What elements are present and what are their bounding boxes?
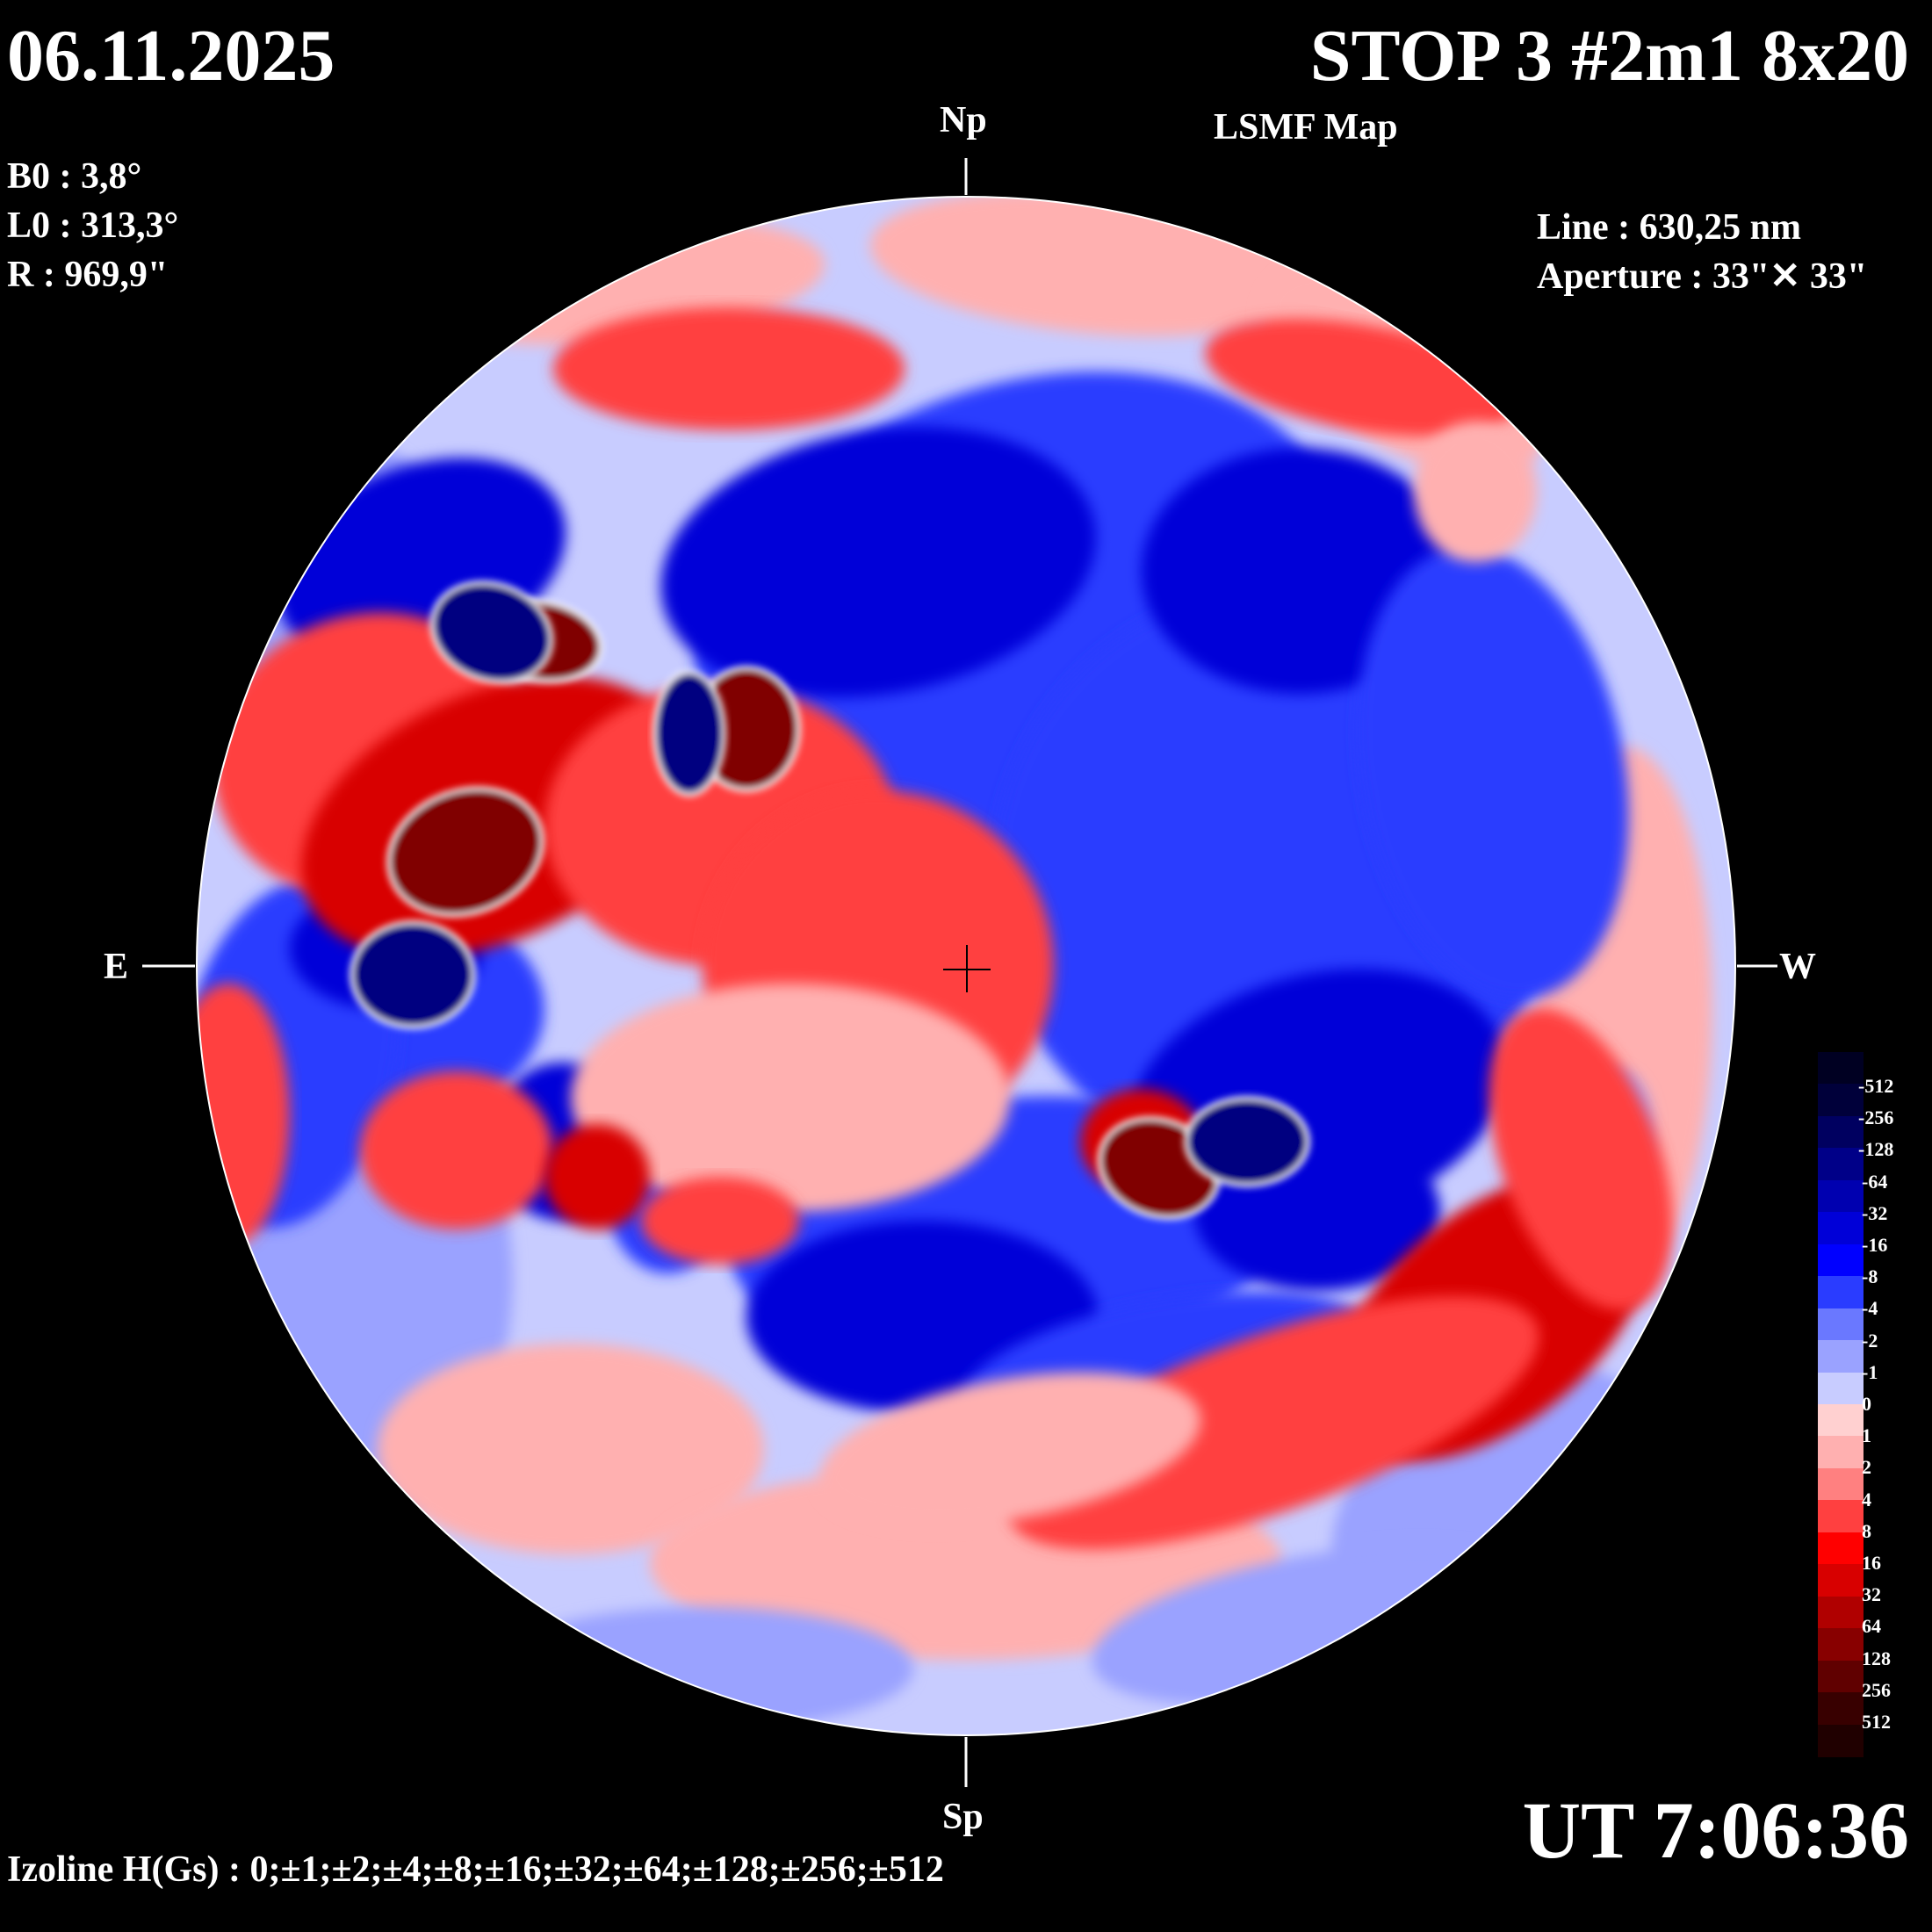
field-region: [350, 920, 476, 1029]
north-pole-label: Np: [940, 100, 987, 141]
field-region: [1007, 1295, 1539, 1550]
field-region: [386, 786, 544, 918]
color-scale-label: -128: [1858, 1138, 1894, 1161]
field-region: [571, 984, 1010, 1212]
color-scale-cell: [1818, 1628, 1864, 1662]
color-scale-label: -512: [1858, 1075, 1894, 1097]
field-region: [660, 427, 1096, 697]
east-label: E: [104, 947, 129, 987]
color-scale-label: -4: [1862, 1297, 1878, 1320]
color-scale-cell: [1818, 1052, 1864, 1085]
field-region: [641, 1177, 799, 1265]
color-scale-label: 0: [1862, 1393, 1871, 1415]
color-scale-cell: [1818, 1308, 1864, 1342]
field-region: [1184, 1096, 1310, 1187]
color-scale-label: -2: [1862, 1329, 1878, 1352]
radius-parameter: R : 969,9": [7, 255, 169, 295]
color-scale-label: 16: [1862, 1552, 1881, 1574]
field-region: [818, 1372, 1201, 1526]
color-scale-label: 128: [1862, 1647, 1891, 1669]
l0-parameter: L0 : 313,3°: [7, 205, 179, 246]
field-region: [360, 1071, 553, 1229]
field-region: [544, 1124, 650, 1229]
color-scale-cell: [1818, 1084, 1864, 1117]
field-regions: [197, 197, 1712, 1730]
color-scale-label: 32: [1862, 1583, 1881, 1606]
field-region: [1489, 1008, 1673, 1310]
field-region: [378, 1344, 764, 1554]
aperture-size: Aperture : 33"✕ 33": [1537, 256, 1868, 297]
color-scale-bar: [1818, 1052, 1864, 1757]
color-scale-label: 2: [1862, 1456, 1871, 1479]
color-scale-cell: [1818, 1596, 1864, 1630]
color-scale-cell: [1818, 1467, 1864, 1502]
color-scale-cell: [1818, 1340, 1864, 1373]
color-scale-cell: [1818, 1276, 1864, 1309]
color-scale-cell: [1818, 1564, 1864, 1597]
color-scale-label: 1: [1862, 1424, 1871, 1447]
field-region: [1414, 422, 1537, 562]
color-scale-cell: [1818, 1692, 1864, 1726]
observation-date: 06.11.2025: [7, 15, 335, 97]
color-scale-label: 8: [1862, 1519, 1871, 1542]
color-scale-label: 512: [1862, 1711, 1891, 1733]
color-scale-label: -16: [1862, 1234, 1888, 1256]
color-scale-cell: [1818, 1724, 1864, 1757]
isoline-levels: Izoline H(Gs) : 0;±1;±2;±4;±8;±16;±32;±6…: [7, 1849, 944, 1890]
field-region: [1357, 546, 1629, 999]
color-scale-label: -32: [1862, 1201, 1888, 1224]
field-region: [197, 984, 290, 1247]
color-scale-cell: [1818, 1500, 1864, 1533]
color-scale-label: 64: [1862, 1615, 1881, 1638]
color-scale-cell: [1818, 1532, 1864, 1566]
color-scale-label: -256: [1858, 1107, 1894, 1129]
color-scale-label: -1: [1862, 1360, 1878, 1383]
map-subtitle: LSMF Map: [1214, 107, 1398, 148]
color-scale-label: 256: [1862, 1678, 1891, 1701]
color-scale-cell: [1818, 1115, 1864, 1150]
color-scale-cell: [1818, 1179, 1864, 1214]
b0-parameter: B0 : 3,8°: [7, 156, 142, 197]
color-scale-cell: [1818, 1660, 1864, 1694]
color-scale-cell: [1818, 1244, 1864, 1278]
west-label: W: [1779, 947, 1816, 987]
color-scale-cell: [1818, 1436, 1864, 1469]
universal-time: UT 7:06:36: [1522, 1785, 1909, 1875]
map-title: STOP 3 #2m1 8x20: [1309, 15, 1909, 97]
color-scale-label: -8: [1862, 1265, 1878, 1288]
color-scale-cell: [1818, 1372, 1864, 1405]
disk-limb: [196, 196, 1736, 1736]
color-scale-label: -64: [1862, 1170, 1888, 1193]
field-region: [429, 580, 554, 684]
color-scale-label: 4: [1862, 1488, 1871, 1510]
south-pole-label: Sp: [942, 1797, 984, 1837]
field-region: [652, 670, 726, 797]
field-region: [553, 307, 905, 430]
field-region: [492, 1607, 913, 1730]
magnetic-field-map: [197, 197, 1735, 1735]
color-scale-cell: [1818, 1404, 1864, 1438]
color-scale-cell: [1818, 1148, 1864, 1181]
spectral-line: Line : 630,25 nm: [1537, 207, 1802, 248]
color-scale-cell: [1818, 1212, 1864, 1245]
